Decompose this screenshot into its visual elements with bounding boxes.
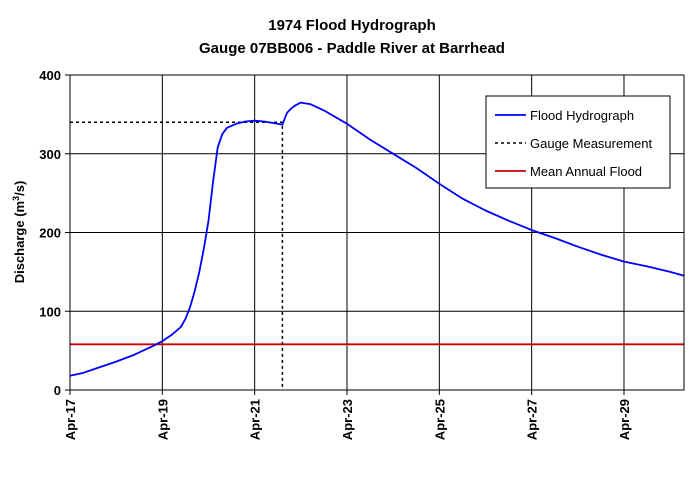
y-tick-label: 0 <box>54 383 61 398</box>
y-axis-ticks: 0 100 200 300 400 <box>39 68 70 398</box>
y-tick-label: 300 <box>39 147 61 162</box>
legend-box <box>485 95 671 189</box>
y-tick-label: 400 <box>39 68 61 83</box>
x-axis-ticks: Apr-17 Apr-19 Apr-21 Apr-23 Apr-25 Apr-27 Apr-… <box>63 390 632 440</box>
chart-title: 1974 Flood Hydrograph <box>268 17 436 34</box>
legend-label-mean-annual-flood: Mean Annual Flood <box>530 164 642 179</box>
legend-label-flood-hydrograph: Flood Hydrograph <box>530 108 634 123</box>
y-tick-label: 200 <box>39 226 61 241</box>
y-axis-label: Discharge (m3/s) <box>11 181 27 284</box>
series-line-flood-hydrograph <box>69 101 685 377</box>
chart-subtitle: Gauge 07BB006 - Paddle River at Barrhead <box>199 40 505 57</box>
x-tick-label: Apr-29 <box>617 399 632 440</box>
x-tick-label: Apr-23 <box>340 399 355 440</box>
series-line-gauge-measurement <box>70 121 284 390</box>
legend: Flood Hydrograph Gauge Measurement Mean … <box>485 95 671 189</box>
y-tick-label: 100 <box>39 304 61 319</box>
x-tick-label: Apr-27 <box>525 399 540 440</box>
x-tick-label: Apr-21 <box>248 399 263 440</box>
series-layer <box>69 101 685 390</box>
y-axis-label-superscript: 3 <box>11 196 21 201</box>
x-tick-label: Apr-17 <box>63 399 78 440</box>
x-tick-label: Apr-25 <box>432 399 447 440</box>
x-tick-label: Apr-19 <box>155 399 170 440</box>
legend-label-gauge-measurement: Gauge Measurement <box>530 136 653 151</box>
